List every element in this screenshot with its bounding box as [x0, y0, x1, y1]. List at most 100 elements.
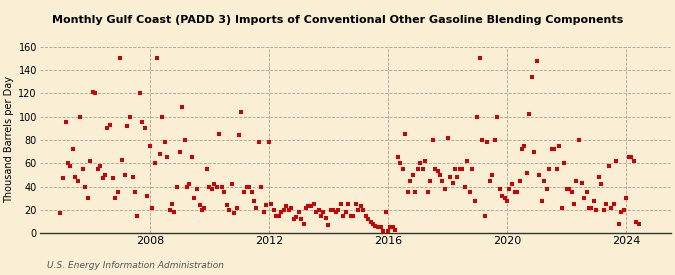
Point — [177, 105, 188, 109]
Point — [276, 210, 287, 214]
Point — [432, 169, 443, 174]
Point — [57, 176, 68, 181]
Point — [494, 187, 505, 191]
Point — [601, 202, 612, 206]
Point — [105, 123, 115, 127]
Point — [234, 133, 244, 138]
Point — [310, 210, 321, 214]
Point — [437, 179, 448, 183]
Point — [296, 217, 306, 221]
Point — [204, 185, 215, 189]
Point — [189, 196, 200, 200]
Point — [217, 185, 227, 189]
Point — [410, 190, 421, 195]
Point — [239, 190, 250, 195]
Point — [519, 144, 530, 148]
Point — [232, 205, 242, 210]
Point — [522, 170, 533, 175]
Text: U.S. Energy Information Administration: U.S. Energy Information Administration — [47, 260, 224, 270]
Point — [130, 190, 140, 195]
Point — [608, 202, 619, 206]
Point — [383, 229, 394, 233]
Point — [549, 147, 560, 152]
Point — [355, 204, 366, 209]
Point — [534, 173, 545, 177]
Point — [591, 208, 602, 212]
Point — [375, 225, 386, 230]
Point — [606, 205, 617, 210]
Point — [107, 176, 118, 181]
Point — [353, 208, 364, 212]
Point — [400, 132, 410, 136]
Point — [300, 205, 311, 210]
Point — [209, 182, 220, 186]
Point — [350, 202, 361, 206]
Point — [207, 187, 217, 191]
Point — [286, 205, 296, 210]
Point — [442, 136, 453, 140]
Point — [323, 223, 334, 227]
Point — [611, 159, 622, 163]
Point — [559, 161, 570, 166]
Point — [331, 210, 342, 214]
Point — [593, 175, 604, 180]
Point — [497, 194, 508, 198]
Point — [115, 56, 126, 60]
Point — [462, 159, 473, 163]
Point — [516, 147, 527, 152]
Point — [75, 114, 86, 119]
Point — [167, 202, 178, 206]
Point — [628, 159, 639, 163]
Point — [224, 208, 235, 212]
Point — [199, 205, 210, 210]
Point — [65, 163, 76, 168]
Point — [455, 167, 466, 171]
Point — [256, 185, 267, 189]
Point — [164, 208, 175, 212]
Point — [445, 175, 456, 180]
Point — [221, 203, 232, 208]
Point — [335, 202, 346, 206]
Point — [470, 199, 481, 203]
Point — [571, 179, 582, 183]
Point — [402, 190, 413, 195]
Point — [398, 167, 408, 171]
Point — [251, 205, 262, 210]
Point — [132, 214, 142, 218]
Point — [102, 126, 113, 131]
Point — [246, 190, 257, 195]
Point — [392, 155, 403, 160]
Point — [541, 187, 552, 191]
Point — [380, 210, 391, 214]
Point — [184, 182, 195, 186]
Point — [504, 187, 515, 191]
Point — [157, 114, 167, 119]
Point — [142, 194, 153, 198]
Point — [63, 161, 74, 166]
Point — [214, 132, 225, 136]
Point — [263, 140, 274, 145]
Point — [586, 205, 597, 210]
Point — [574, 138, 585, 142]
Point — [78, 167, 88, 171]
Point — [626, 155, 637, 160]
Point — [343, 202, 354, 206]
Point — [452, 175, 463, 180]
Point — [502, 199, 512, 203]
Point — [420, 159, 431, 163]
Point — [226, 182, 237, 186]
Point — [124, 114, 135, 119]
Point — [100, 173, 111, 177]
Point — [278, 208, 289, 212]
Point — [407, 173, 418, 177]
Point — [460, 185, 470, 189]
Point — [561, 187, 572, 191]
Point — [171, 185, 182, 189]
Point — [152, 56, 163, 60]
Point — [618, 208, 629, 212]
Point — [539, 179, 549, 183]
Point — [472, 114, 483, 119]
Point — [514, 179, 525, 183]
Point — [109, 196, 120, 200]
Point — [284, 208, 294, 212]
